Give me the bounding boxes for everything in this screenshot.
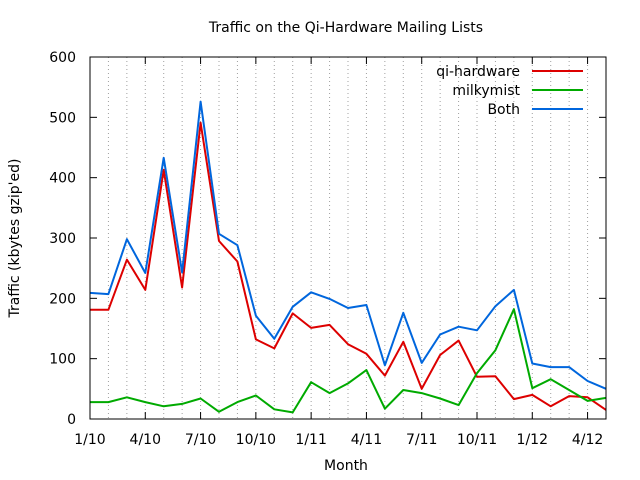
y-tick-label-500: 500 [49,110,76,126]
x-tick-label-1-10: 1/10 [74,432,105,448]
y-tick-label-400: 400 [49,171,76,187]
x-tick-label-4-11: 4/11 [351,432,382,448]
ticks-layer: 0 100 200 300 400 500 600 1/10 4/10 7/10 10/10 1/11… [49,50,606,448]
legend-label-milkymist: milkymist [452,83,520,99]
x-tick-label-10-11: 10/11 [457,432,497,448]
legend-label-both: Both [487,102,520,118]
x-axis-title: Month [324,458,368,474]
x-tick-label-7-11: 7/11 [406,432,437,448]
y-axis-title: Traffic (kbytes gzip'ed) [7,159,23,319]
x-tick-label-1-11: 1/11 [295,432,326,448]
x-tick-label-1-12: 1/12 [517,432,548,448]
series-layer [89,100,607,414]
legend-label-qi-hardware: qi-hardware [436,64,520,80]
x-tick-label-7-10: 7/10 [185,432,216,448]
grid-layer [107,57,589,419]
series-line-qi-hardware [90,121,607,411]
x-tick-label-4-10: 4/10 [130,432,161,448]
y-tick-label-0: 0 [67,412,76,428]
x-tick-label-10-10: 10/10 [236,432,276,448]
y-tick-label-300: 300 [49,231,76,247]
y-tick-label-200: 200 [49,291,76,307]
series-line-milkymist [90,308,607,414]
y-tick-label-600: 600 [49,50,76,66]
legend: qi-hardware milkymist Both [436,64,583,118]
x-tick-label-4-12: 4/12 [572,432,603,448]
y-tick-label-100: 100 [49,352,76,368]
series-line-both [89,100,607,390]
chart-title: Traffic on the Qi-Hardware Mailing Lists [208,20,483,36]
